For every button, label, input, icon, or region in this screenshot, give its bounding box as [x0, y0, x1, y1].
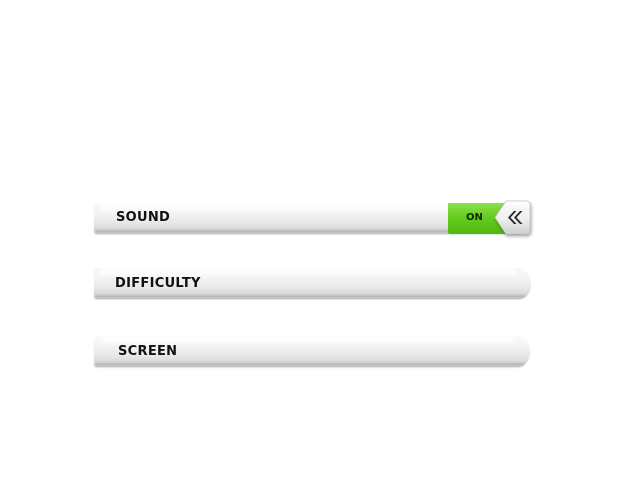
sound-setting-row[interactable]: SOUND ON [94, 200, 532, 236]
difficulty-label: DIFFICULTY [115, 276, 201, 291]
sound-state-text: ON [466, 212, 483, 223]
screen-label: SCREEN [118, 344, 178, 359]
sound-label: SOUND [116, 210, 171, 225]
screen-setting-row[interactable]: SCREEN [94, 335, 530, 367]
double-chevron-left-icon[interactable] [494, 200, 532, 236]
difficulty-setting-row[interactable]: DIFFICULTY [94, 267, 531, 299]
